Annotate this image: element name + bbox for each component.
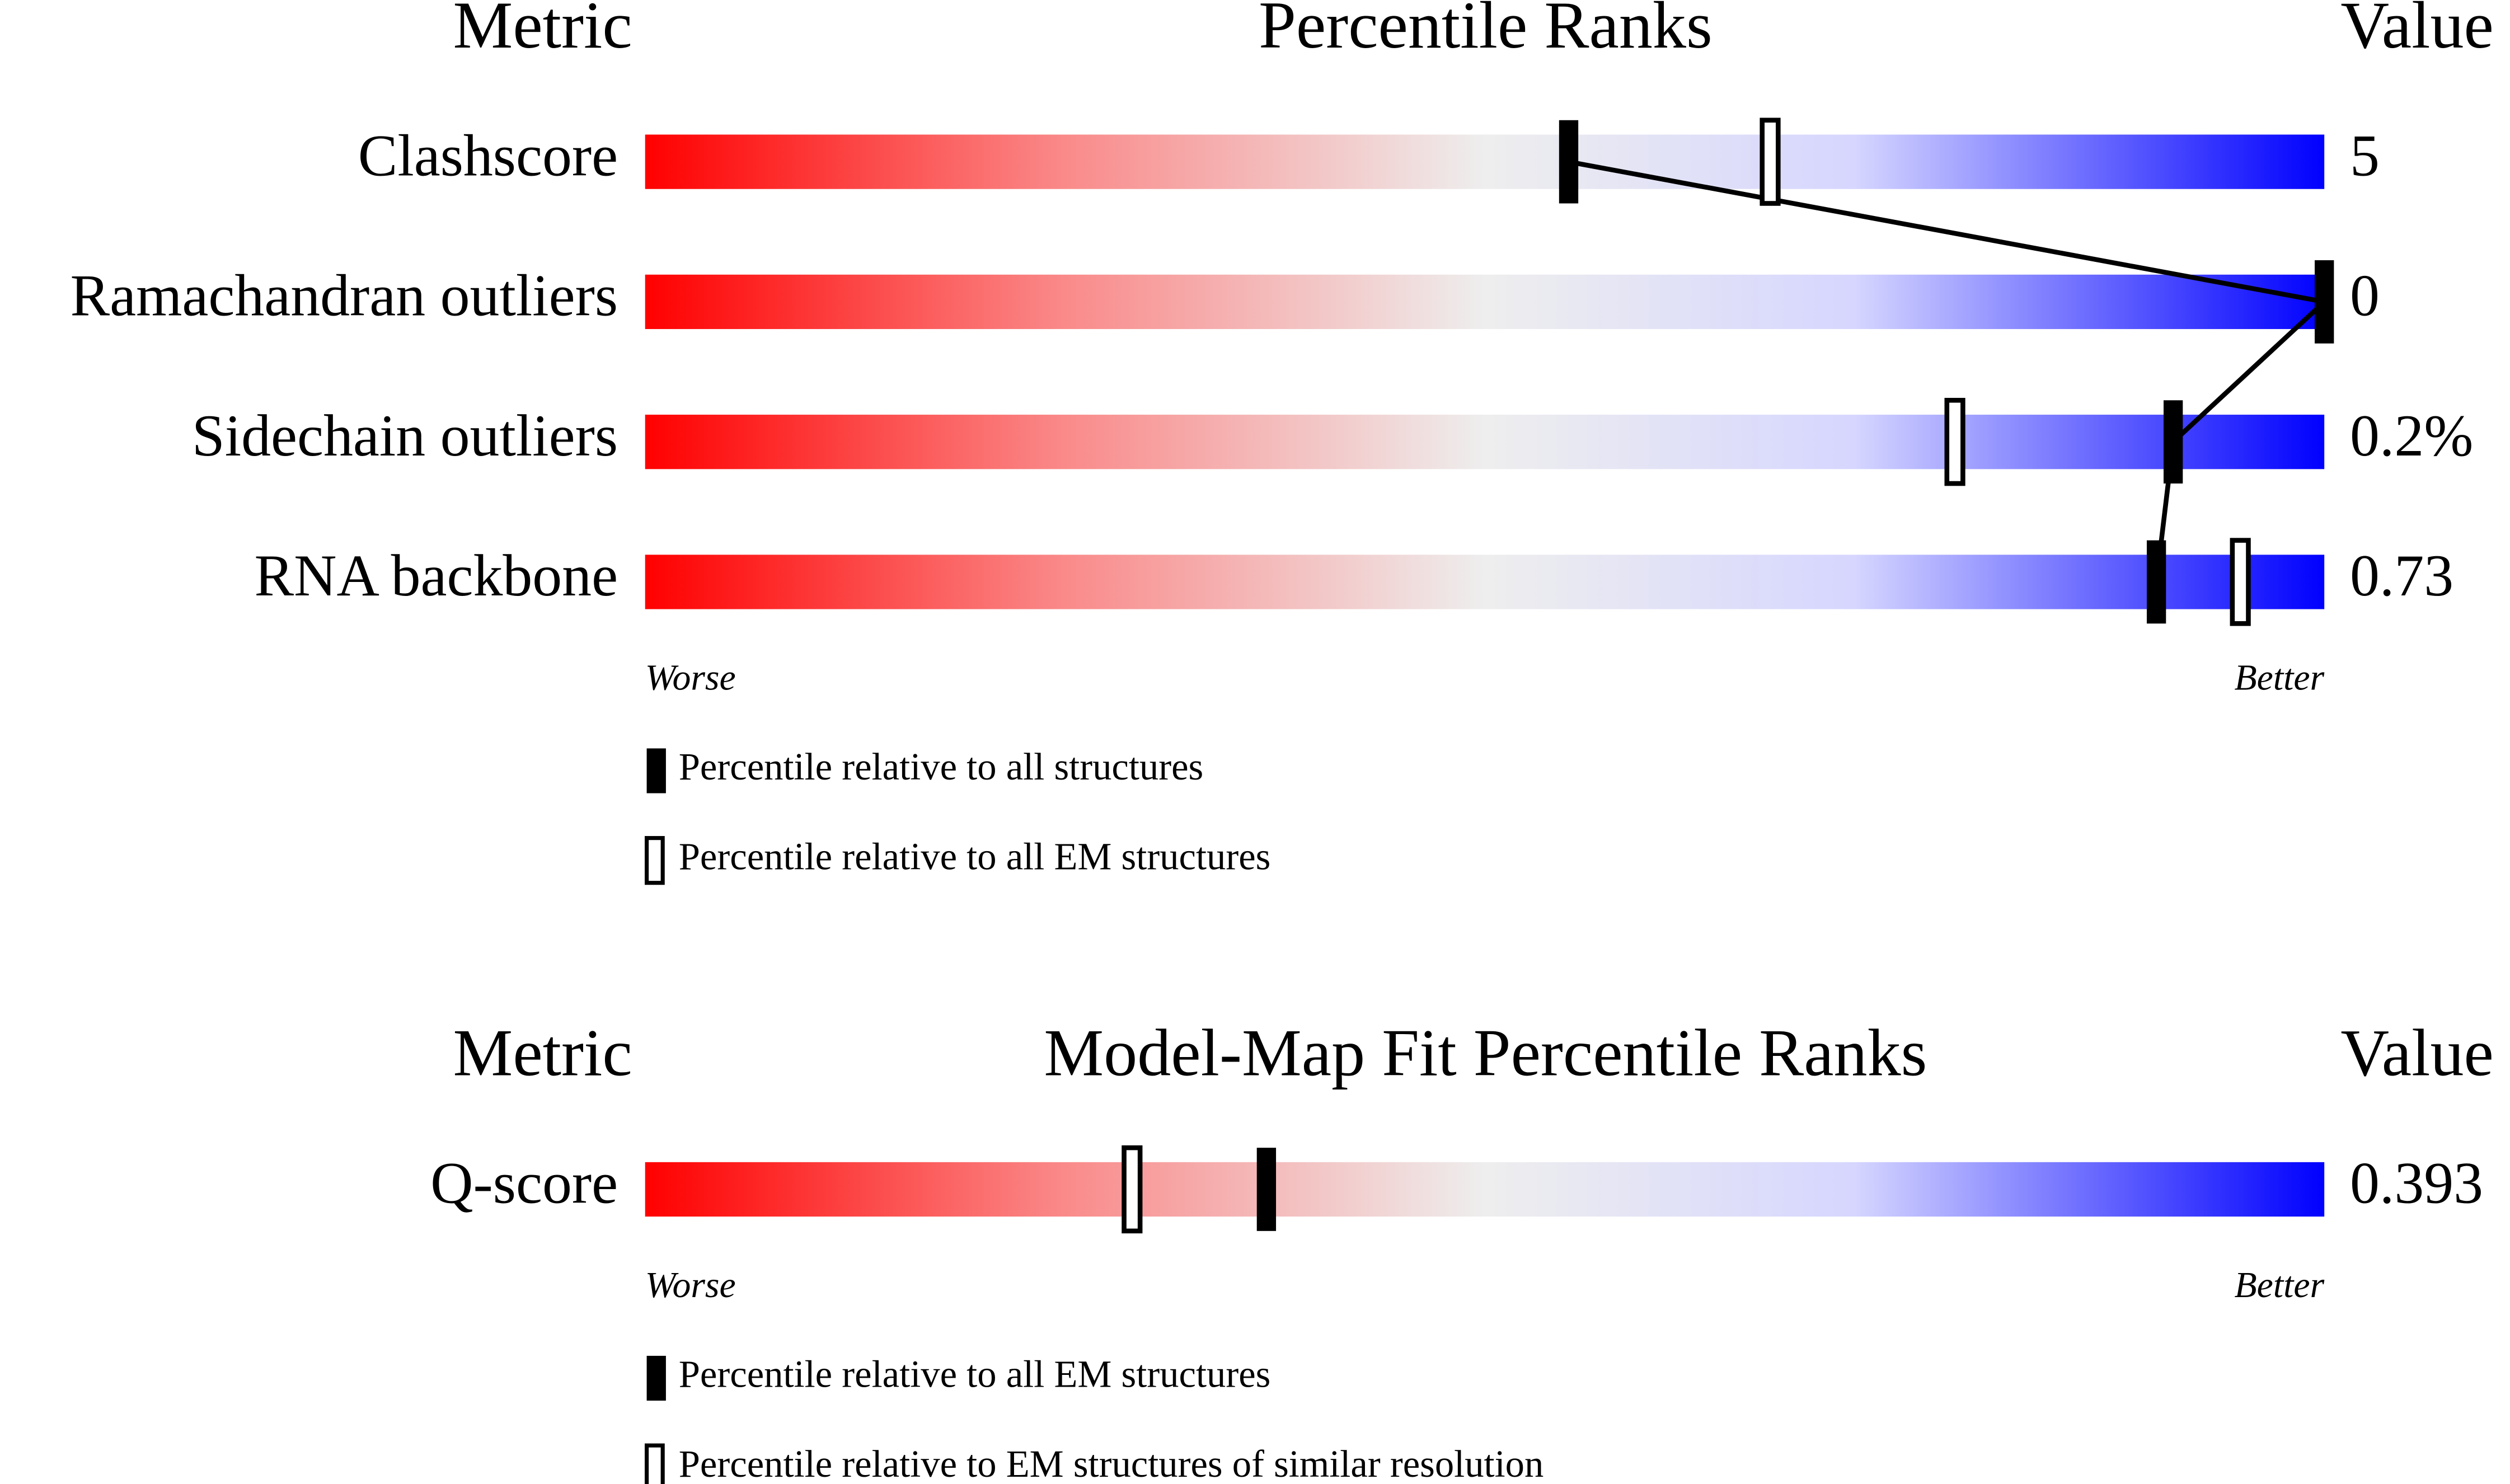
slider-bar xyxy=(645,134,2325,189)
percentile-marker xyxy=(1559,120,1579,204)
legend-label: Percentile relative to all EM structures xyxy=(679,835,1271,877)
metric-label: Sidechain outliers xyxy=(192,403,618,468)
percentile-marker xyxy=(1256,1148,1277,1231)
chart-title: Model-Map Fit Percentile Ranks xyxy=(1044,1015,1927,1089)
worse-label: Worse xyxy=(645,657,736,698)
percentile-marker xyxy=(2163,400,2183,484)
metric-value: 0.2% xyxy=(2350,403,2473,468)
metric-value: 0.73 xyxy=(2350,543,2453,608)
metric-header: Metric xyxy=(453,0,632,62)
slider-bar xyxy=(645,1162,2325,1217)
slider-bar xyxy=(645,274,2325,330)
legend-marker xyxy=(646,1355,666,1401)
metric-label: Q-score xyxy=(430,1150,618,1216)
legend-marker xyxy=(644,1443,665,1484)
legend-label: Percentile relative to EM structures of … xyxy=(679,1443,1544,1484)
metric-label: RNA backbone xyxy=(255,543,618,608)
percentile-marker xyxy=(1760,118,1781,206)
value-header: Value xyxy=(2340,0,2494,62)
percentile-marker xyxy=(1122,1145,1143,1234)
legend-marker xyxy=(644,836,665,885)
better-label: Better xyxy=(2234,1265,2324,1305)
slider-bar xyxy=(645,415,2325,469)
connector-line xyxy=(1568,159,2330,583)
metric-value: 0.393 xyxy=(2350,1150,2483,1216)
percentile-marker xyxy=(2315,260,2334,344)
metric-label: Ramachandran outliers xyxy=(71,263,618,328)
legend-label: Percentile relative to all EM structures xyxy=(679,1353,1271,1396)
percentile-marker xyxy=(1944,398,1965,486)
slider-bar xyxy=(645,555,2325,609)
value-header: Value xyxy=(2340,1015,2494,1089)
percentile-marker xyxy=(2146,540,2166,624)
metric-value: 5 xyxy=(2350,123,2380,188)
worse-label: Worse xyxy=(645,1265,736,1305)
metric-value: 0 xyxy=(2350,263,2380,328)
legend-marker xyxy=(646,748,666,793)
percentile-marker xyxy=(2230,538,2251,626)
metric-label: Clashscore xyxy=(358,123,618,188)
legend-label: Percentile relative to all structures xyxy=(679,745,1204,788)
chart-title: Percentile Ranks xyxy=(1259,0,1713,62)
metric-header: Metric xyxy=(453,1015,632,1089)
better-label: Better xyxy=(2234,657,2324,698)
